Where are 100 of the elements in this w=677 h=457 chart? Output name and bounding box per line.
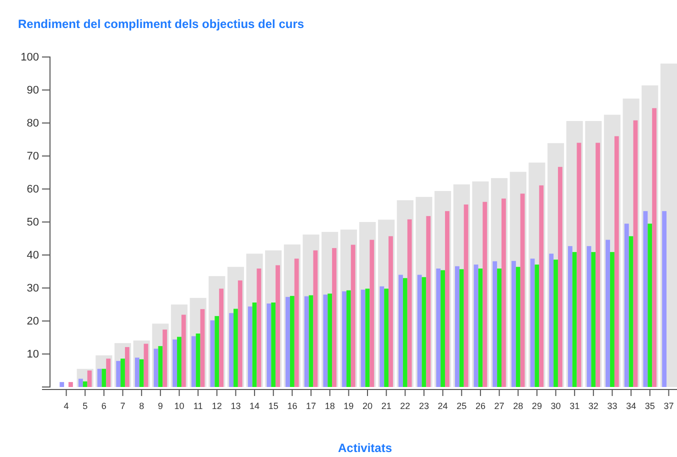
bar [440,270,446,387]
bar [360,290,366,387]
bar [134,358,140,387]
bar [591,252,596,387]
bar [276,265,280,387]
x-tick-label: 14 [250,400,260,411]
bar [422,277,426,387]
x-tick-label: 16 [287,400,298,411]
bar [234,308,238,387]
bar [252,302,257,387]
x-tick-label: 22 [400,400,410,411]
x-tick-label: 27 [494,400,504,411]
bar [380,286,384,387]
bar [606,240,610,387]
bar [501,198,506,387]
bar [172,339,178,387]
bar [492,261,498,387]
bar [445,211,450,387]
y-tick-label: 10 [26,348,39,361]
bar [370,240,374,387]
bar [572,252,577,387]
y-tick-label: 70 [26,150,39,163]
y-tick-label: 60 [26,184,39,196]
bar [106,358,111,387]
x-tick-label: 26 [475,400,486,411]
bar [97,368,102,387]
bar [614,136,619,387]
bar [154,348,158,387]
x-tick-label: 37 [664,400,674,411]
bar [455,266,460,387]
bar [558,166,562,387]
x-tick-label: 32 [588,400,598,411]
bar [365,288,370,387]
bar [60,382,64,387]
x-tick-label: 8 [139,400,144,411]
y-tick-label: 50 [26,216,39,229]
bar [162,330,168,387]
x-tick-label: 11 [193,400,203,411]
bar [219,288,224,387]
bar [313,250,318,387]
bar [539,185,544,387]
bar [586,246,592,387]
chart-title: Rendiment del compliment dels objectius del curs [18,17,304,31]
x-tick-label: 9 [158,400,163,411]
y-tick-label: 80 [26,118,39,130]
bar [652,108,657,387]
bar [384,288,389,387]
bar [68,382,73,387]
bar [388,236,393,387]
bar [256,268,262,387]
bar [181,314,186,387]
bar [191,336,196,387]
bar [196,334,200,387]
bar [124,347,130,387]
x-tick-label: 4 [64,400,69,411]
x-tick-label: 6 [101,400,106,411]
bar [426,216,431,387]
bar [158,346,163,387]
x-tick-label: 24 [438,400,448,411]
x-tick-label: 19 [344,400,354,411]
x-tick-label: 5 [82,400,88,411]
x-tick-label: 31 [570,400,580,411]
x-tick-label: 33 [607,400,618,411]
bar [610,252,614,387]
bar [308,295,314,387]
bar [596,142,600,387]
bar [398,274,403,387]
bar [332,248,336,387]
bar [482,202,488,387]
x-tick-label: 23 [418,400,429,411]
bar [116,360,121,387]
x-tick-label: 25 [456,400,467,411]
bar [248,306,252,387]
bar [350,244,356,387]
x-tick-label: 13 [230,400,241,411]
bar [294,258,299,387]
bar [554,260,558,387]
bar [520,194,525,387]
bar [478,268,483,387]
bar [286,296,290,387]
bar [568,246,572,387]
bar [78,378,83,387]
bar [238,280,242,387]
bar [342,291,346,387]
bar [662,211,667,387]
x-tick-label: 21 [381,400,392,411]
x-tick-label: 10 [174,400,184,411]
bar [102,368,106,387]
x-tick-label: 18 [324,400,335,411]
x-tick-label: 28 [513,400,524,411]
bar [436,268,441,387]
x-tick-label: 7 [120,400,126,411]
bar [304,296,309,387]
bar [459,269,464,387]
bar [82,381,88,387]
bar [497,268,502,387]
bar [210,320,215,387]
bar [271,302,276,387]
bar [139,359,144,387]
bar [229,313,234,387]
